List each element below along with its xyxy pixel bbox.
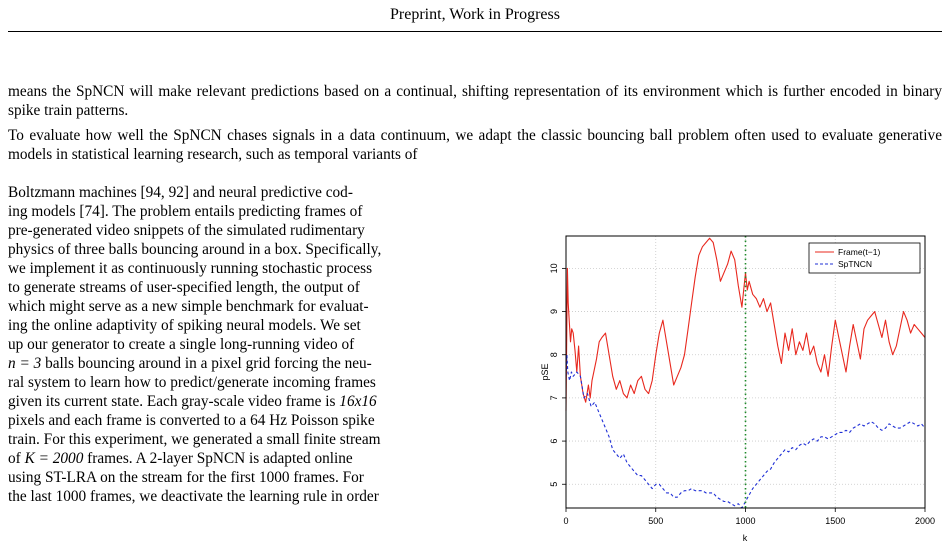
text-span: Hz Poisson spike — [265, 412, 375, 429]
text-span: pixels and each frame is converted to a — [8, 412, 251, 429]
y-tick-label: 7 — [549, 395, 559, 400]
text-span: frames. A 2-layer SpNCN is adapted onlin… — [83, 450, 353, 467]
text-line: physics of three balls bouncing around i… — [8, 241, 382, 258]
x-tick-label: 1000 — [735, 516, 755, 526]
math-K: K = 2000 — [24, 450, 84, 467]
x-tick-label: 1500 — [825, 516, 845, 526]
text-line: which might serve as a new simple benchm… — [8, 298, 369, 315]
text-span: given its current state. Each gray-scale… — [8, 393, 340, 410]
y-tick-label: 10 — [549, 263, 559, 273]
series-layer — [565, 236, 926, 509]
y-axis-label: pSE — [540, 363, 550, 380]
pse-figure: 0 500 1000 1500 2000 5 6 7 8 9 10 k pSE Frame(t−1)… — [540, 230, 950, 545]
y-tick-label: 9 — [549, 309, 559, 314]
header-rule — [8, 31, 942, 32]
text-line: we implement it as continuously running … — [8, 260, 373, 277]
math-1000: 1000 — [258, 469, 290, 486]
text-line: n = 3 balls bouncing around in a pixel g… — [8, 354, 503, 373]
y-tick-label: 8 — [549, 352, 559, 357]
legend-box — [808, 242, 921, 274]
y-tick-label: 5 — [549, 482, 559, 487]
text-line: using ST-LRA on the stream for the first… — [8, 468, 503, 487]
text-line: ing the online adaptivity of spiking neu… — [8, 317, 361, 334]
x-tick-label: 500 — [648, 516, 663, 526]
text-span: frames. For — [289, 469, 364, 486]
text-line: ral system to learn how to predict/gener… — [8, 374, 376, 391]
text-line: pixels and each frame is converted to a … — [8, 411, 503, 430]
text-span: frames, we deactivate the learning rule … — [86, 488, 379, 505]
text-span: balls bouncing around in a pixel grid fo… — [41, 355, 372, 372]
x-tick-label: 0 — [563, 516, 568, 526]
pse-line-chart: 0 500 1000 1500 2000 5 6 7 8 9 10 k pSE Frame(t−1)… — [540, 235, 935, 543]
series-line-frame — [565, 237, 926, 411]
x-axis-label: k — [743, 533, 748, 543]
text-line: of K = 2000 frames. A 2-layer SpNCN is a… — [8, 449, 503, 468]
text-line: the last 1000 frames, we deactivate the … — [8, 487, 503, 506]
math-hz: 64 — [250, 412, 266, 429]
y-tick-label: 6 — [549, 439, 559, 444]
legend-label-frame: Frame(t−1) — [838, 247, 880, 257]
paragraph-intro: means the SpNCN will make relevant predi… — [8, 83, 942, 119]
text-line: up our generator to create a single long… — [8, 336, 355, 353]
text-line: given its current state. Each gray-scale… — [8, 392, 503, 411]
running-header: Preprint, Work in Progress — [390, 6, 560, 23]
x-tick-label: 2000 — [915, 516, 935, 526]
text-span: the last — [8, 488, 56, 505]
axis-layer: 0 500 1000 1500 2000 5 6 7 8 9 10 — [549, 263, 935, 526]
legend: Frame(t−1) SpTNCN — [808, 242, 921, 274]
math-n: n = 3 — [8, 355, 42, 372]
legend-label-sptncn: SpTNCN — [838, 259, 872, 269]
text-span: using ST-LRA on the stream for the first — [8, 469, 259, 486]
text-line: pre-generated video snippets of the simu… — [8, 222, 365, 239]
text-line: Boltzmann machines [94, 92] and neural p… — [8, 184, 353, 201]
series-line-sptncn — [565, 354, 926, 509]
math-1000: 1000 — [55, 488, 87, 505]
paragraph-bouncing-ball-body: Boltzmann machines [94, 92] and neural p… — [8, 183, 503, 506]
text-span: of — [8, 450, 25, 467]
text-line: ing models [74]. The problem entails pre… — [8, 203, 363, 220]
text-line: to generate streams of user-specified le… — [8, 279, 360, 296]
text-line: train. For this experiment, we generated… — [8, 431, 381, 448]
paragraph-bouncing-ball-intro: To evaluate how well the SpNCN chases si… — [8, 127, 942, 163]
math-size: 16x16 — [339, 393, 377, 410]
